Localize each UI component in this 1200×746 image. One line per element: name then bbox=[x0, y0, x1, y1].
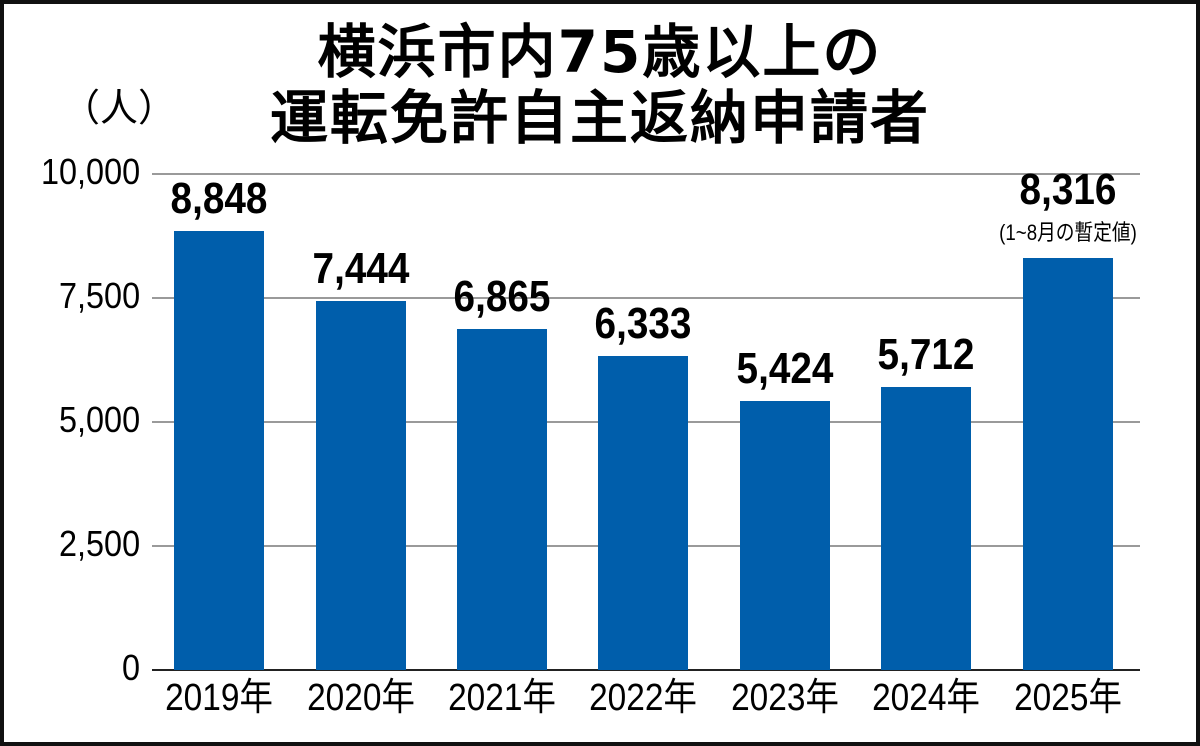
value-label: 6,865 bbox=[453, 272, 551, 322]
bar-2021年 bbox=[457, 329, 547, 670]
x-tick-label: 2023年 bbox=[731, 677, 839, 719]
bar-2023年 bbox=[740, 400, 830, 670]
y-tick-label: 2,500 bbox=[58, 523, 140, 564]
value-label: 7,444 bbox=[312, 243, 410, 293]
y-tick-label: 0 bbox=[121, 647, 140, 688]
value-label: 5,424 bbox=[736, 343, 834, 393]
x-tick-label: 2021年 bbox=[448, 677, 556, 719]
y-tick-label: 7,500 bbox=[58, 275, 140, 316]
provisional-note: (1~8月の暫定値) bbox=[999, 219, 1137, 245]
value-label: 8,848 bbox=[170, 174, 268, 224]
y-axis-unit-label: （人） bbox=[62, 88, 177, 130]
y-tick-label: 5,000 bbox=[58, 399, 140, 440]
x-tick-label: 2019年 bbox=[165, 677, 273, 719]
bar-2020年 bbox=[316, 300, 406, 670]
bar-2025年 bbox=[1023, 257, 1113, 670]
x-tick-label: 2020年 bbox=[307, 677, 415, 719]
x-tick-label: 2025年 bbox=[1014, 677, 1122, 719]
y-tick-label: 10,000 bbox=[40, 151, 140, 192]
x-axis-line bbox=[152, 669, 1140, 671]
gridline bbox=[152, 297, 1140, 299]
chart-title-line-2: 運転免許自主返納申請者 bbox=[269, 84, 930, 152]
value-label: 6,333 bbox=[594, 298, 692, 348]
x-tick-label: 2024年 bbox=[872, 677, 980, 719]
chart-title-line-1: 横浜市内75歳以上の bbox=[317, 18, 883, 86]
bar-2024年 bbox=[881, 386, 971, 670]
gridline bbox=[152, 173, 1140, 175]
value-label: 5,712 bbox=[877, 329, 975, 379]
bar-2019年 bbox=[174, 231, 264, 670]
value-label: 8,316 bbox=[1019, 164, 1117, 214]
x-tick-label: 2022年 bbox=[589, 677, 697, 719]
bar-2022年 bbox=[598, 355, 688, 670]
